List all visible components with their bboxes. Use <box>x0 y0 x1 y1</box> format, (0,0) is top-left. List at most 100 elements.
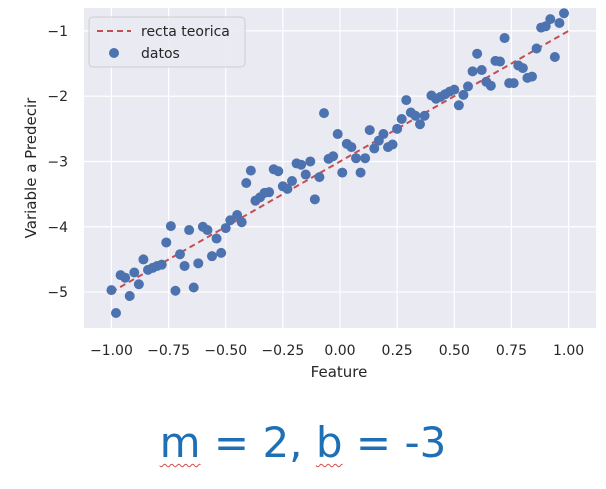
data-point <box>220 223 231 234</box>
data-point <box>282 183 293 194</box>
data-point <box>188 282 199 293</box>
legend: recta teorica datos <box>88 16 246 68</box>
data-point <box>410 110 421 121</box>
data-point <box>351 153 361 164</box>
data-point <box>495 56 505 67</box>
data-point <box>314 172 325 183</box>
data-point <box>175 249 185 260</box>
x-tick-label: 0.50 <box>439 343 470 359</box>
y-tick-label: −3 <box>47 154 68 170</box>
equation-caption: m = 2, b = -3 <box>0 418 606 467</box>
y-tick-label: −2 <box>47 89 68 105</box>
data-point <box>337 167 348 178</box>
legend-box <box>88 16 246 68</box>
data-point <box>360 153 371 164</box>
data-point <box>236 217 247 228</box>
data-point <box>472 48 483 59</box>
data-point <box>517 63 528 74</box>
y-axis-label: Variable a Predecir <box>22 97 40 238</box>
x-tick-label: 0.00 <box>324 343 355 359</box>
data-point <box>106 285 117 296</box>
data-point <box>133 279 144 290</box>
data-point <box>129 267 140 278</box>
y-tick-label: −4 <box>47 220 68 236</box>
data-point <box>309 194 320 205</box>
x-tick-label: −0.75 <box>147 343 190 359</box>
x-tick-label: −0.25 <box>261 343 304 359</box>
data-point <box>378 129 389 140</box>
data-point <box>396 114 407 125</box>
data-point <box>453 100 464 111</box>
data-point <box>467 66 478 77</box>
scatter-chart: −1.00 −0.75 −0.50 −0.25 0.00 0.25 0.50 0.75 1.00… <box>22 8 596 381</box>
data-point <box>540 21 551 32</box>
data-point <box>419 110 430 121</box>
data-point <box>287 176 297 187</box>
data-point <box>508 78 519 89</box>
data-point <box>156 259 167 270</box>
x-tick-label: −1.00 <box>90 343 133 359</box>
data-point <box>216 247 227 258</box>
data-point <box>355 167 366 178</box>
data-point <box>111 307 121 318</box>
x-tick-label: 0.25 <box>382 343 413 359</box>
x-tick-label: −0.50 <box>204 343 247 359</box>
data-point <box>184 225 195 236</box>
data-point <box>549 51 560 62</box>
x-tick-labels: −1.00 −0.75 −0.50 −0.25 0.00 0.25 0.50 0.75 1.00 <box>90 343 584 359</box>
data-point <box>401 95 412 106</box>
caption-rest: = -3 <box>342 418 447 467</box>
caption-m: m <box>159 418 201 467</box>
data-point <box>207 251 217 262</box>
data-point <box>165 221 176 232</box>
data-point <box>170 285 181 296</box>
data-point <box>273 166 284 177</box>
data-point <box>193 258 204 269</box>
legend-label-points: datos <box>141 46 180 62</box>
data-point <box>179 260 190 271</box>
data-point <box>161 237 172 248</box>
data-point <box>305 156 316 167</box>
data-point <box>241 178 252 189</box>
data-point <box>554 18 565 29</box>
data-point <box>392 123 403 134</box>
data-point <box>319 108 329 119</box>
data-point <box>346 142 357 153</box>
theoretical-line <box>110 29 570 293</box>
data-point <box>485 80 496 91</box>
caption-middle: = 2, <box>200 418 316 467</box>
data-point <box>202 225 213 236</box>
data-point <box>531 43 542 54</box>
data-point <box>463 81 473 92</box>
legend-point-swatch <box>109 48 119 58</box>
y-tick-labels: −1 −2 −3 −4 −5 <box>47 24 68 301</box>
data-point <box>545 14 556 25</box>
data-point <box>328 151 339 162</box>
data-point <box>120 272 131 283</box>
data-point <box>225 215 236 226</box>
legend-label-line: recta teorica <box>141 24 230 40</box>
x-axis-label: Feature <box>311 363 368 381</box>
points-layer <box>106 8 569 318</box>
data-point <box>232 210 243 221</box>
data-point <box>300 169 311 180</box>
data-point <box>387 139 398 150</box>
data-point <box>559 8 569 19</box>
data-point <box>211 233 222 244</box>
data-point <box>415 119 425 130</box>
data-point <box>499 33 510 44</box>
data-point <box>264 187 275 198</box>
x-tick-label: 1.00 <box>553 343 584 359</box>
data-point <box>527 71 537 82</box>
data-point <box>369 143 380 154</box>
x-tick-label: 0.75 <box>496 343 527 359</box>
data-point <box>138 254 149 265</box>
data-point <box>332 129 343 140</box>
data-point <box>296 159 307 170</box>
y-tick-label: −5 <box>47 285 68 301</box>
data-point <box>124 291 135 301</box>
line-layer <box>110 29 570 293</box>
data-point <box>449 84 460 95</box>
y-tick-label: −1 <box>47 24 68 40</box>
data-point <box>476 65 487 76</box>
